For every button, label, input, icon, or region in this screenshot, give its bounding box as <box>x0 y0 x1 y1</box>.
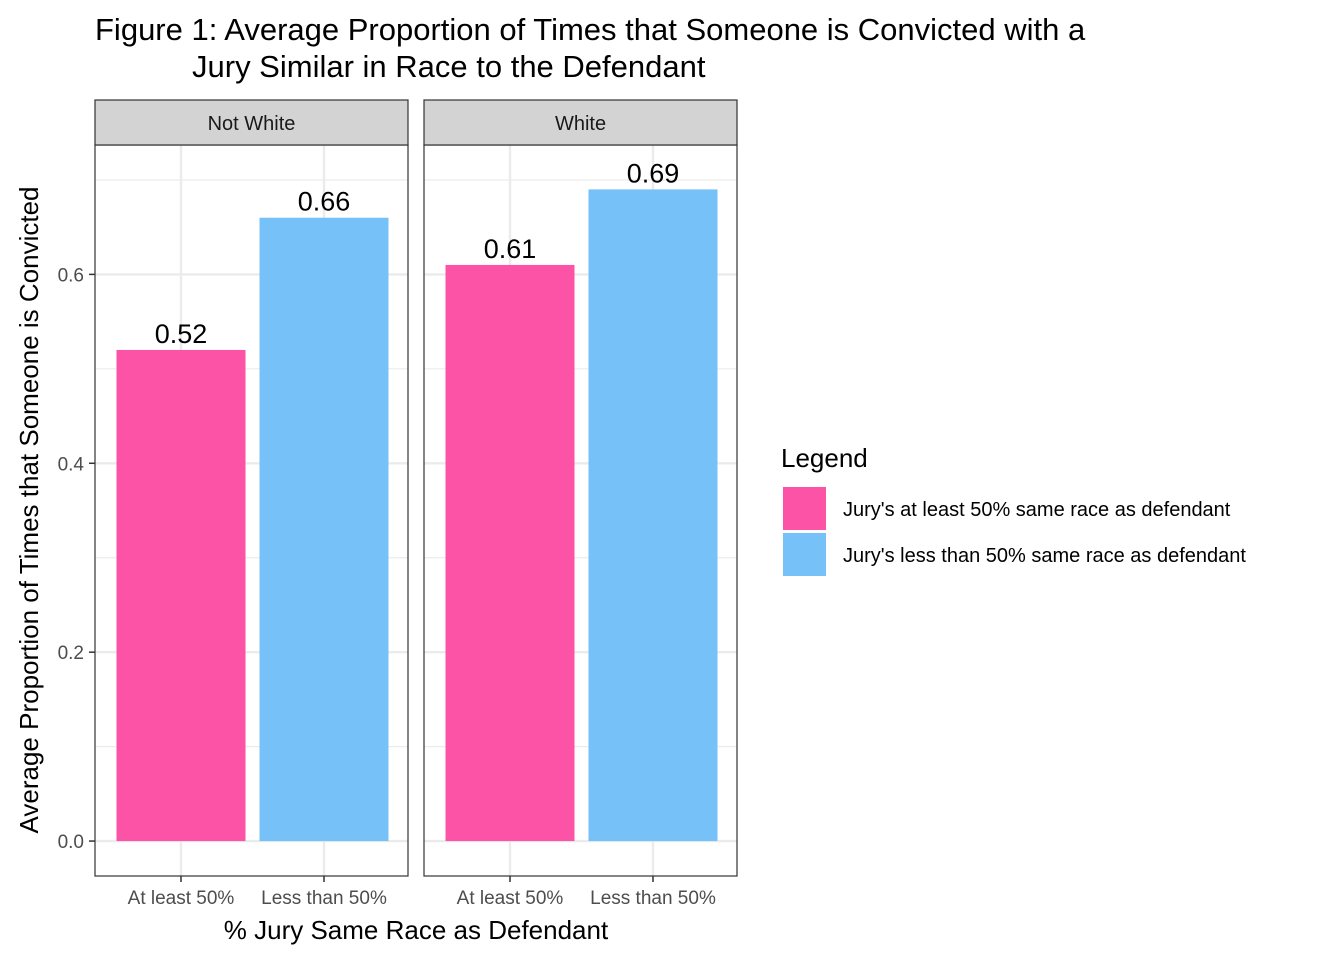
y-tick-label: 0.4 <box>58 454 85 475</box>
bar-value-label: 0.69 <box>627 158 680 188</box>
x-tick-label: Less than 50% <box>261 888 387 909</box>
facet-strip-label: Not White <box>208 113 296 135</box>
chart-title-line-1: Figure 1: Average Proportion of Times th… <box>95 12 1086 47</box>
facet-strip <box>423 99 738 146</box>
legend-key <box>783 487 826 530</box>
x-tick-label: At least 50% <box>128 888 235 909</box>
y-tick-label: 0.0 <box>58 832 84 853</box>
bar <box>116 349 246 842</box>
bar-value-label: 0.52 <box>155 319 208 349</box>
legend-title: Legend <box>781 443 868 473</box>
x-tick-label: At least 50% <box>457 888 564 909</box>
bar-value-label: 0.66 <box>298 187 351 217</box>
bar-value-label: 0.61 <box>484 234 537 264</box>
chart-title: Figure 1: Average Proportion of Times th… <box>95 12 1086 84</box>
bar <box>445 264 575 842</box>
chart-title-line-2: Jury Similar in Race to the Defendant <box>192 49 706 84</box>
y-axis: 0.0 0.2 0.4 0.6 <box>58 265 95 853</box>
facet-strip <box>94 99 409 146</box>
facet-panel: 0.61 At least 50% 0.69 Less than 50% White <box>423 99 738 909</box>
x-tick-label: Less than 50% <box>590 888 716 909</box>
facet-panels: 0.52 At least 50% 0.66 Less than 50% Not Whi… <box>94 99 738 909</box>
legend-key <box>783 533 826 576</box>
y-axis-title: Average Proportion of Times that Someone… <box>14 187 44 834</box>
facet-strip-label: White <box>555 113 606 135</box>
facet-panel: 0.52 At least 50% 0.66 Less than 50% Not Whi… <box>94 99 409 909</box>
bar <box>259 217 389 842</box>
legend: Legend Jury's at least 50% same race as … <box>781 443 1246 576</box>
legend-label: Jury's at least 50% same race as defenda… <box>843 499 1231 521</box>
legend-label: Jury's less than 50% same race as defend… <box>843 545 1246 567</box>
bar <box>588 189 718 842</box>
x-axis-title: % Jury Same Race as Defendant <box>224 915 609 945</box>
y-tick-label: 0.2 <box>58 643 84 664</box>
y-tick-label: 0.6 <box>58 265 84 286</box>
